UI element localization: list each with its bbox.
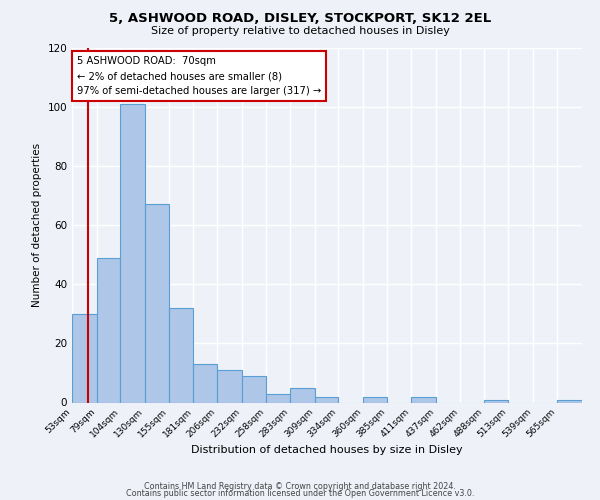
Bar [266, 394, 290, 402]
Bar [484, 400, 508, 402]
Text: Contains public sector information licensed under the Open Government Licence v3: Contains public sector information licen… [126, 490, 474, 498]
Bar [97, 258, 121, 402]
Bar [412, 396, 436, 402]
Bar [121, 104, 145, 403]
Text: 5, ASHWOOD ROAD, DISLEY, STOCKPORT, SK12 2EL: 5, ASHWOOD ROAD, DISLEY, STOCKPORT, SK12… [109, 12, 491, 26]
Text: Size of property relative to detached houses in Disley: Size of property relative to detached ho… [151, 26, 449, 36]
Bar [242, 376, 266, 402]
Bar [72, 314, 97, 402]
Bar [557, 400, 582, 402]
Bar [314, 396, 338, 402]
Bar [169, 308, 193, 402]
Bar [217, 370, 242, 402]
Bar [290, 388, 314, 402]
Text: 5 ASHWOOD ROAD:  70sqm
← 2% of detached houses are smaller (8)
97% of semi-detac: 5 ASHWOOD ROAD: 70sqm ← 2% of detached h… [77, 56, 321, 96]
Bar [193, 364, 217, 403]
Bar [145, 204, 169, 402]
X-axis label: Distribution of detached houses by size in Disley: Distribution of detached houses by size … [191, 445, 463, 455]
Bar [363, 396, 387, 402]
Text: Contains HM Land Registry data © Crown copyright and database right 2024.: Contains HM Land Registry data © Crown c… [144, 482, 456, 491]
Y-axis label: Number of detached properties: Number of detached properties [32, 143, 42, 307]
